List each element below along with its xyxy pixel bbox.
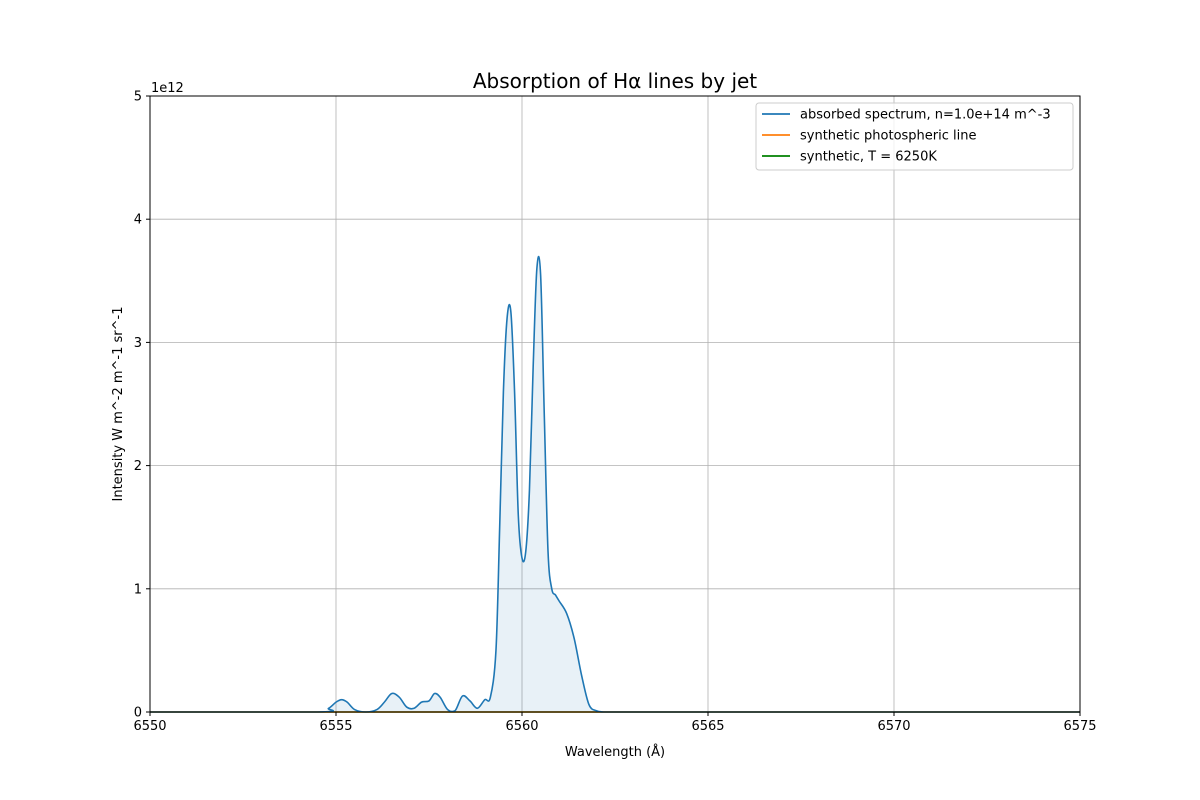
y-tick-label: 3 <box>134 336 142 351</box>
grid-layer <box>149 95 1081 713</box>
x-tick-label: 6560 <box>505 719 538 734</box>
legend-frame <box>755 102 1074 171</box>
y-offset-text: 1e12 <box>151 81 184 96</box>
x-tick-label: 6575 <box>1063 719 1096 734</box>
y-tick-label: 5 <box>134 90 142 105</box>
y-tick-label: 4 <box>134 213 142 228</box>
plot-frame <box>149 95 1081 713</box>
legend: absorbed spectrum, n=1.0e+14 m^-3 synthet… <box>755 102 1074 171</box>
legend-label: synthetic, T = 6250K <box>800 150 937 165</box>
x-axis-label: Wavelength (Å) <box>565 744 665 760</box>
x-tick-label: 6570 <box>877 719 910 734</box>
legend-label: synthetic photospheric line <box>800 129 976 144</box>
y-tick-label: 1 <box>134 582 142 597</box>
y-tick-label: 2 <box>134 459 142 474</box>
x-tick-label: 6555 <box>319 719 352 734</box>
y-axis-label: Intensity W m^-2 m^-1 sr^-1 <box>111 307 126 502</box>
series-line-0 <box>150 255 1080 713</box>
y-tick-label: 0 <box>134 706 142 721</box>
chart-title: Absorption of Hα lines by jet <box>473 69 757 93</box>
x-tick-label: 6565 <box>691 719 724 734</box>
x-tick-label: 6550 <box>133 719 166 734</box>
tick-layer: 6550 6555 6560 6565 6570 6575 0 1 2 3 4 5 <box>133 90 1096 735</box>
legend-label: absorbed spectrum, n=1.0e+14 m^-3 <box>800 108 1051 123</box>
